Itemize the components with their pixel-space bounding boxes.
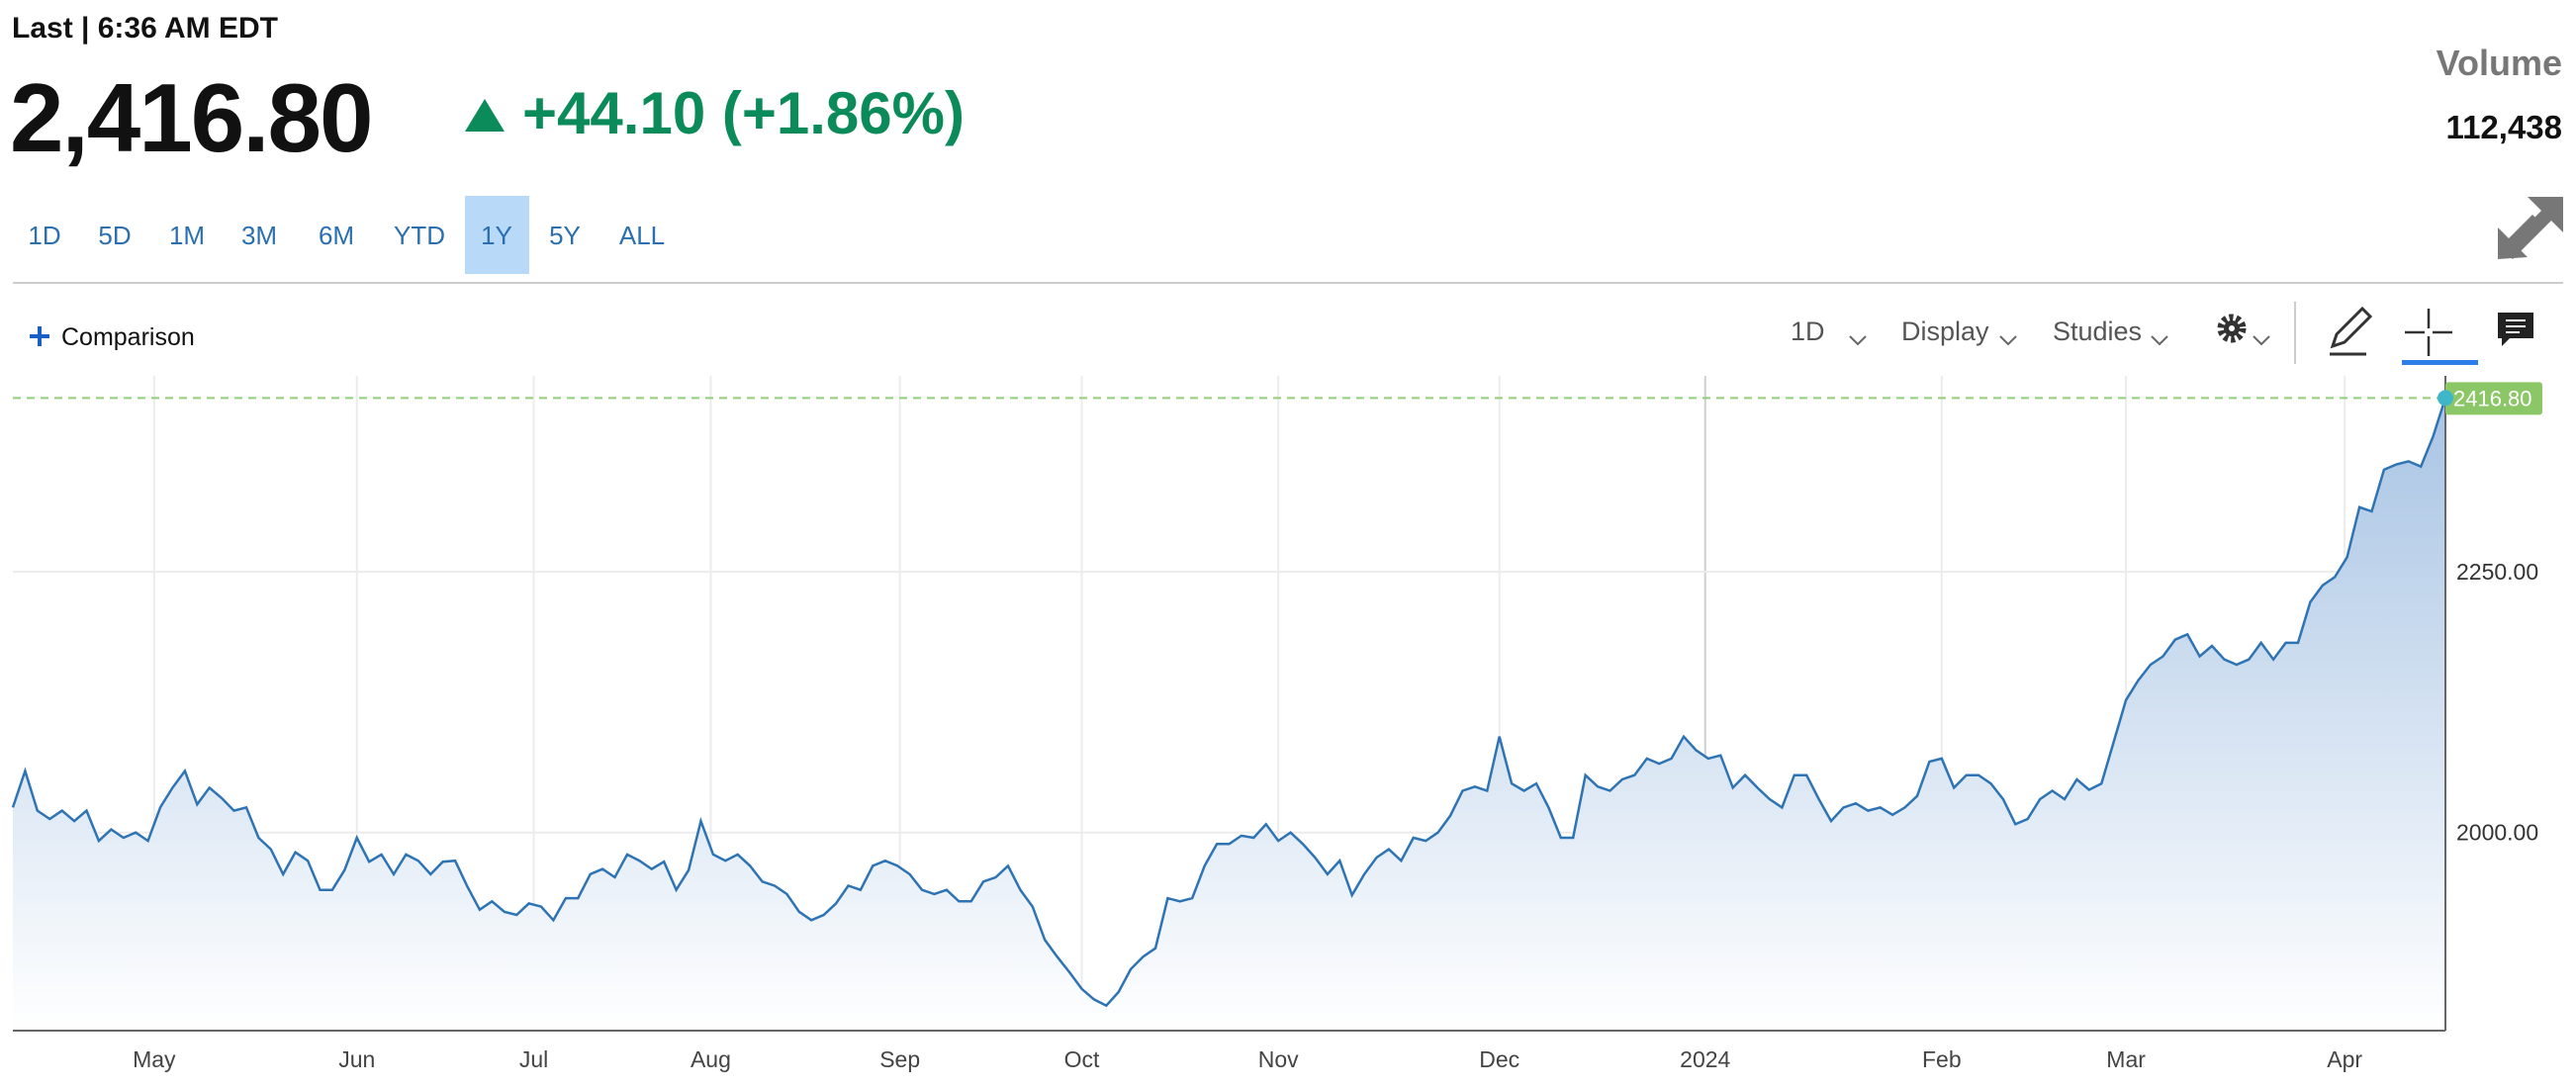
last-price-box	[2445, 382, 2542, 415]
crosshair-icon[interactable]	[2405, 309, 2452, 356]
display-menu[interactable]: Display	[1901, 317, 1989, 346]
area	[13, 398, 2445, 1031]
chevrons	[1849, 335, 2270, 346]
x-tick-label: Jul	[519, 1046, 548, 1072]
range-button[interactable]: 3M	[241, 221, 277, 250]
x-tick-label: Feb	[1922, 1046, 1962, 1072]
last-price-label: 2416.80	[2453, 386, 2532, 410]
comparison-button[interactable]: Comparison	[30, 323, 195, 351]
range-button[interactable]: 1D	[28, 221, 60, 250]
x-tick-label: Dec	[1479, 1046, 1519, 1072]
x-tick-label: Sep	[879, 1046, 920, 1072]
settings-icon[interactable]	[2217, 314, 2247, 343]
volume-label: Volume	[2437, 43, 2562, 83]
line	[11, 397, 2447, 1008]
x-tick-label: May	[133, 1046, 176, 1072]
crosshair-active	[2402, 360, 2478, 365]
x-tick-label: Nov	[1258, 1046, 1299, 1072]
plot: May Jun Jul Aug Sep Oct Nov Dec 2024 Feb Mar Apr 200…	[11, 376, 2542, 1072]
volume: 112,438	[2446, 109, 2562, 145]
comparison-label: Comparison	[61, 323, 195, 351]
last-time: Last | 6:36 AM EDT	[12, 12, 278, 45]
x-tick-label: Apr	[2327, 1046, 2362, 1072]
range-button[interactable]: 1Y	[481, 221, 512, 250]
expand-icon[interactable]	[2498, 197, 2563, 259]
comments-icon[interactable]	[2498, 313, 2533, 346]
range-button[interactable]: 1M	[169, 221, 205, 250]
interval[interactable]: 1D	[1791, 317, 1825, 346]
last-price-dot	[2438, 390, 2453, 407]
range-button[interactable]: 5Y	[549, 221, 581, 250]
range-button[interactable]: 5D	[98, 221, 131, 250]
range-button[interactable]: ALL	[619, 221, 665, 250]
studies-menu[interactable]: Studies	[2053, 317, 2142, 346]
draw-icon[interactable]	[2330, 306, 2373, 356]
x-tick-label: 2024	[1680, 1046, 1730, 1072]
plus-icon	[30, 326, 49, 346]
x-tick-label: Oct	[1064, 1046, 1100, 1072]
range-buttons: 1D 5D 1M 3M 6M YTD 1Y 5Y ALL	[28, 196, 665, 274]
y-tick-label: 2250.00	[2456, 559, 2538, 585]
up-arrow	[465, 99, 505, 132]
x-tick-label: Aug	[690, 1046, 731, 1072]
x-tick-label: Mar	[2106, 1046, 2146, 1072]
change: +44.10 (+1.86%)	[522, 80, 965, 146]
x-tick-label: Jun	[338, 1046, 375, 1072]
range-button[interactable]: 6M	[319, 221, 354, 250]
range-active	[465, 196, 529, 274]
y-tick-label: 2000.00	[2456, 820, 2538, 846]
price: 2,416.80	[10, 63, 371, 172]
comments-lines	[2506, 319, 2526, 333]
range-button[interactable]: YTD	[394, 221, 445, 250]
